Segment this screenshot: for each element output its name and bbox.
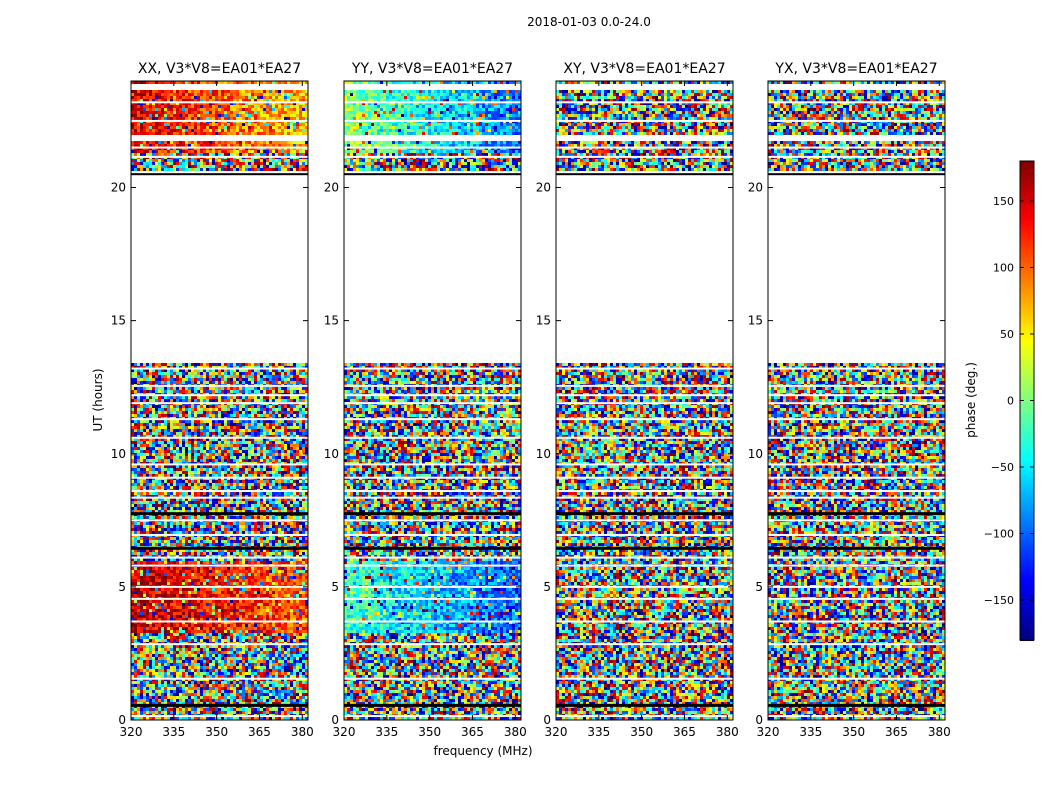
y-tick-label: 5 <box>755 580 763 594</box>
y-axis-label: UT (hours) <box>91 368 105 431</box>
x-tick-label: 320 <box>333 725 356 739</box>
x-tick-label: 320 <box>545 725 568 739</box>
panel-title: XY, V3*V8=EA01*EA27 <box>563 61 725 77</box>
x-tick-label: 380 <box>716 725 739 739</box>
x-tick-label: 320 <box>757 725 780 739</box>
y-tick-label: 20 <box>111 181 126 195</box>
x-tick-label: 335 <box>162 725 185 739</box>
colorbar-label: phase (deg.) <box>964 362 978 438</box>
y-tick-label: 10 <box>748 447 763 461</box>
colorbar-tick-label: 100 <box>993 261 1014 274</box>
x-tick-label: 365 <box>248 725 271 739</box>
x-tick-label: 335 <box>587 725 610 739</box>
y-tick-label: 5 <box>331 580 339 594</box>
colorbar-tick-label: −50 <box>991 461 1014 474</box>
colorbar-tick-label: −150 <box>984 594 1014 607</box>
panel-title: YY, V3*V8=EA01*EA27 <box>351 61 513 77</box>
x-tick-label: 320 <box>120 725 143 739</box>
y-tick-label: 20 <box>324 181 339 195</box>
colorbar-tick-label: −100 <box>984 528 1014 541</box>
x-tick-label: 380 <box>928 725 951 739</box>
phase-heatmap <box>768 81 945 720</box>
y-tick-label: 20 <box>748 181 763 195</box>
x-tick-label: 350 <box>205 725 228 739</box>
y-tick-label: 5 <box>118 580 126 594</box>
panel-title: XX, V3*V8=EA01*EA27 <box>138 61 301 77</box>
x-tick-label: 380 <box>504 725 527 739</box>
colorbar-tick-label: 50 <box>1000 328 1014 341</box>
y-tick-label: 20 <box>536 181 551 195</box>
x-tick-label: 335 <box>375 725 398 739</box>
x-tick-label: 380 <box>291 725 314 739</box>
y-tick-label: 10 <box>536 447 551 461</box>
phase-heatmap <box>344 81 521 720</box>
x-tick-label: 350 <box>842 725 865 739</box>
colorbar-tick-label: 0 <box>1007 395 1014 408</box>
phase-spectrogram-figure: 2018-01-03 0.0-24.0 XX, V3*V8=EA01*EA27 0… <box>0 0 1050 800</box>
y-tick-label: 15 <box>536 314 551 328</box>
figure-suptitle: 2018-01-03 0.0-24.0 <box>527 15 651 29</box>
y-tick-label: 5 <box>543 580 551 594</box>
phase-heatmap <box>556 81 733 720</box>
y-tick-label: 15 <box>324 314 339 328</box>
panel-title: YX, V3*V8=EA01*EA27 <box>774 61 937 77</box>
y-tick-label: 10 <box>324 447 339 461</box>
y-tick-label: 15 <box>111 314 126 328</box>
x-tick-label: 335 <box>799 725 822 739</box>
phase-heatmap <box>131 81 308 720</box>
x-axis-label: frequency (MHz) <box>433 744 532 758</box>
y-tick-label: 10 <box>111 447 126 461</box>
colorbar: 150 100 50 0 −50 −100 −150 phase (deg.) <box>964 161 1034 641</box>
y-tick-label: 15 <box>748 314 763 328</box>
x-tick-label: 365 <box>673 725 696 739</box>
colorbar-tick-label: 150 <box>993 195 1014 208</box>
x-tick-label: 365 <box>461 725 484 739</box>
x-tick-label: 365 <box>885 725 908 739</box>
x-tick-label: 350 <box>418 725 441 739</box>
x-tick-label: 350 <box>630 725 653 739</box>
